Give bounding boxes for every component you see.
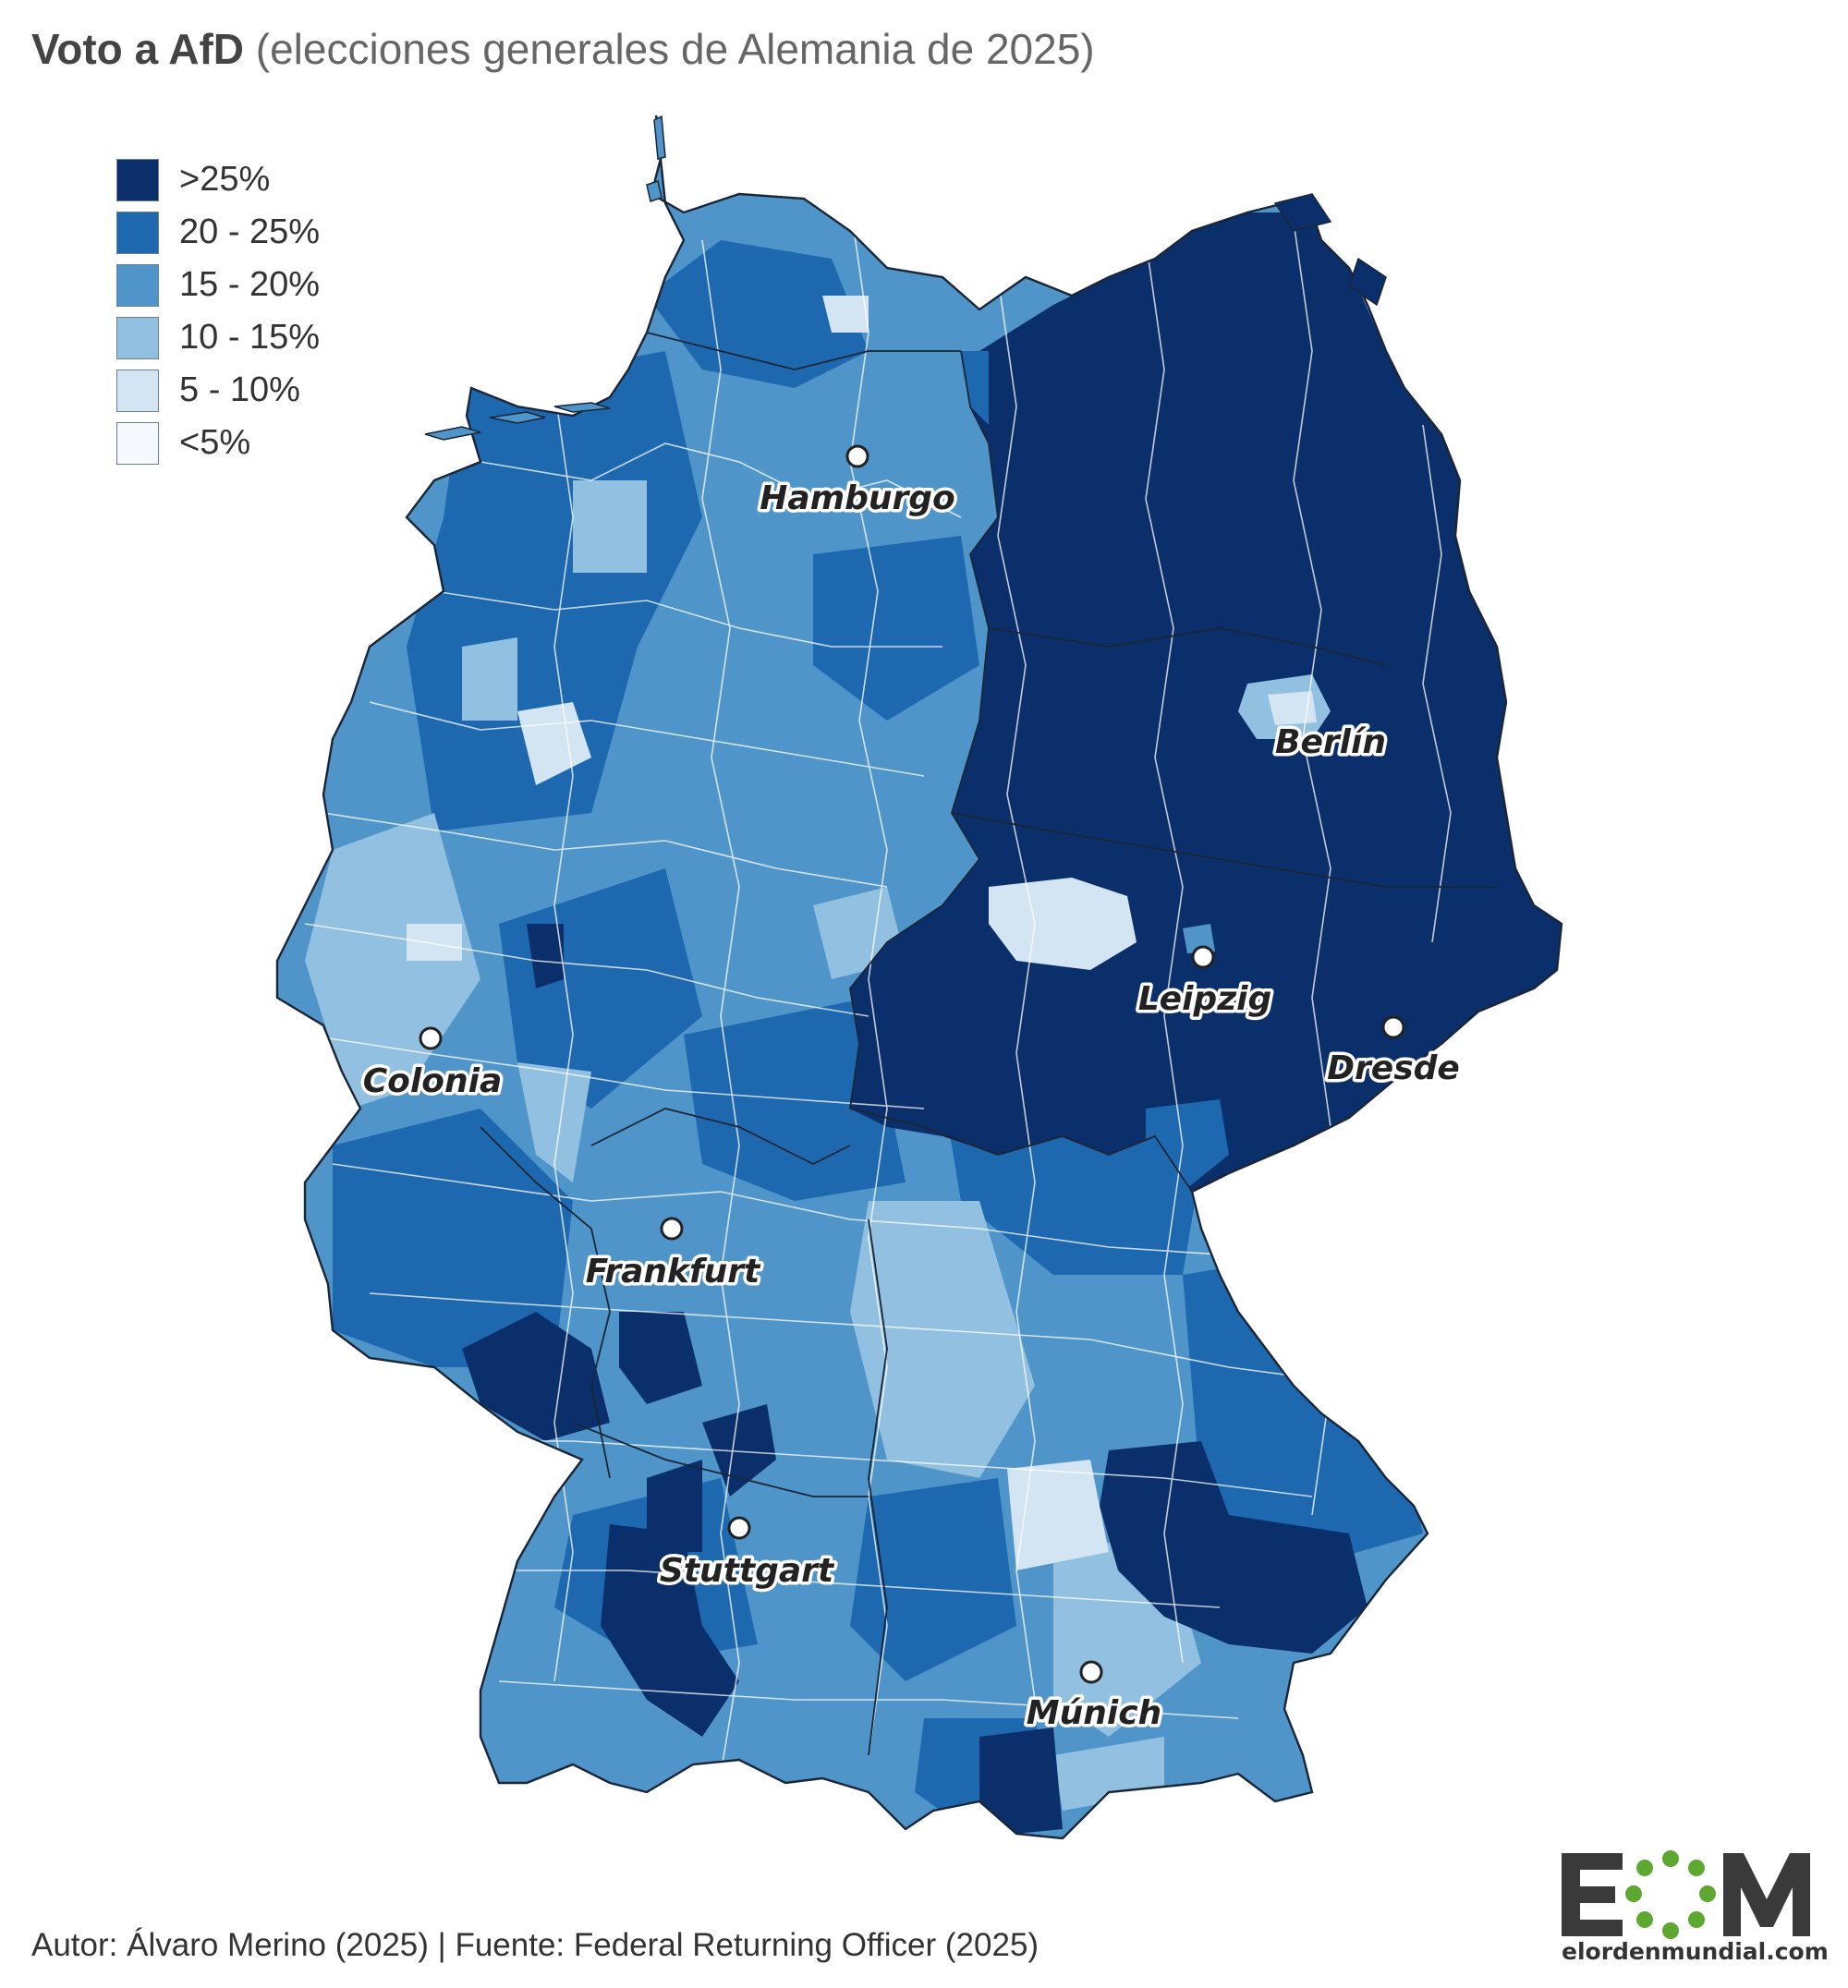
city-marker xyxy=(419,1026,443,1050)
legend-label: 15 - 20% xyxy=(179,265,321,304)
legend-item: 5 - 10% xyxy=(116,364,320,417)
legend-swatch xyxy=(116,263,159,307)
legend-item: <5% xyxy=(116,417,320,469)
city-marker xyxy=(845,444,869,468)
legend-label: 5 - 10% xyxy=(179,370,300,409)
city-marker xyxy=(727,1516,751,1540)
city-marker xyxy=(1079,1660,1103,1684)
city-label: Múnich xyxy=(1027,1694,1161,1732)
legend: >25% 20 - 25% 15 - 20% 10 - 15% 5 - 10% … xyxy=(116,153,320,469)
city-marker xyxy=(1381,1015,1405,1039)
city-label: Stuttgart xyxy=(660,1552,835,1590)
legend-swatch xyxy=(116,211,159,254)
city-marker xyxy=(1191,945,1215,969)
city-hamburgo[interactable]: Hamburgo xyxy=(757,444,958,521)
legend-item: 15 - 20% xyxy=(116,259,320,311)
city-label: Hamburgo xyxy=(760,479,955,517)
city-munich[interactable]: Múnich xyxy=(1023,1660,1165,1736)
legend-swatch xyxy=(116,158,159,201)
legend-item: 20 - 25% xyxy=(116,206,320,259)
legend-label: >25% xyxy=(179,160,271,199)
city-marker xyxy=(660,1217,684,1241)
legend-item: 10 - 15% xyxy=(116,311,320,364)
title-bold: Voto a AfD xyxy=(31,25,244,73)
legend-swatch xyxy=(116,369,159,412)
city-berlin[interactable]: Berlín xyxy=(1272,721,1390,765)
city-leipzig[interactable]: Leipzig xyxy=(1135,945,1275,1022)
legend-label: <5% xyxy=(179,423,251,462)
legend-label: 10 - 15% xyxy=(179,318,321,357)
city-label: Leipzig xyxy=(1138,980,1272,1018)
map-title: Voto a AfD (elecciones generales de Alem… xyxy=(31,24,1095,74)
city-label: Dresde xyxy=(1327,1049,1460,1087)
eom-logo xyxy=(1562,1850,1810,1939)
legend-item: >25% xyxy=(116,153,320,206)
city-colonia[interactable]: Colonia xyxy=(359,1026,505,1104)
city-label: Frankfurt xyxy=(586,1253,761,1291)
city-frankfurt[interactable]: Frankfurt xyxy=(582,1217,765,1294)
city-label: Colonia xyxy=(363,1062,503,1100)
legend-swatch xyxy=(116,316,159,359)
legend-label: 20 - 25% xyxy=(179,212,321,251)
legend-swatch xyxy=(116,421,159,465)
logo-url: elordenmundial.com xyxy=(1562,1938,1829,1965)
source-credit: Autor: Álvaro Merino (2025) | Fuente: Fe… xyxy=(31,1927,1040,1963)
city-label: Berlín xyxy=(1275,723,1386,761)
city-stuttgart[interactable]: Stuttgart xyxy=(656,1516,838,1594)
title-subtitle: (elecciones generales de Alemania de 202… xyxy=(255,25,1095,73)
city-dresde[interactable]: Dresde xyxy=(1324,1015,1463,1091)
